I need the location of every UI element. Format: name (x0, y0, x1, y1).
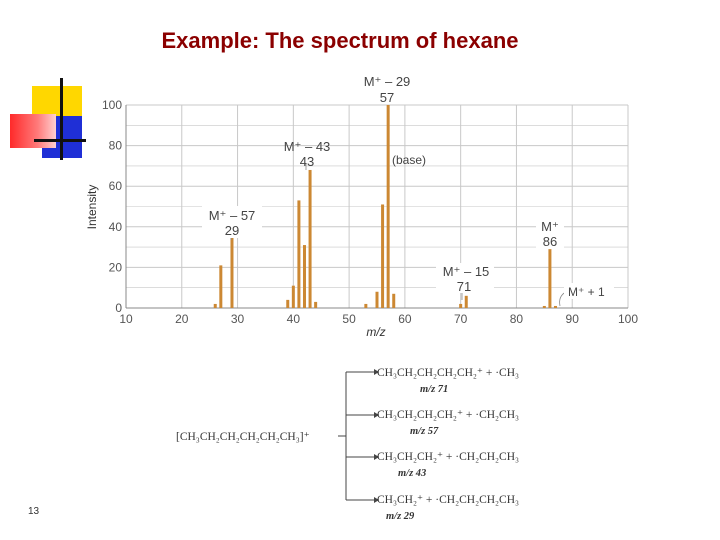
annotation-m57-line1: M⁺ – 57 (209, 208, 256, 223)
x-tick-label: 70 (454, 312, 468, 326)
annotation-m43: M⁺ – 43 43 (284, 139, 331, 169)
peak-bar-mz-86 (548, 249, 552, 308)
parent-ion: [CH₃CH₂CH₂CH₂CH₂CH₃]⁺ (176, 431, 310, 443)
annotation-m29-line1: M⁺ – 29 (364, 74, 411, 89)
arrowhead-3 (374, 454, 379, 460)
arrowhead-4 (374, 497, 379, 503)
x-tick-label: 20 (175, 312, 189, 326)
pathway-2-mz: m/z 57 (410, 426, 439, 437)
annotation-mp1-text: M⁺ + 1 (568, 285, 605, 299)
peak-bar-mz-56 (381, 204, 385, 308)
y-tick-label: 20 (109, 260, 123, 274)
scheme-arrowheads (374, 369, 379, 503)
arrowhead-1 (374, 369, 379, 375)
peak-bar-mz-55 (375, 291, 379, 308)
pathway-3-mz: m/z 43 (398, 468, 426, 479)
annotation-m15-line1: M⁺ – 15 (443, 264, 490, 279)
annotation-mol-line1: M⁺ (541, 219, 559, 234)
peak-bar-mz-44 (314, 301, 318, 308)
peak-bar-mz-58 (392, 293, 396, 308)
y-tick-label: 100 (102, 98, 122, 112)
y-tick-label: 40 (109, 220, 123, 234)
x-tick-label: 80 (510, 312, 524, 326)
pathway-2-products: CH₃CH₂CH₂CH₂⁺ + ·CH₂CH₃ (377, 409, 519, 421)
pathway-1: CH₃CH₂CH₂CH₂CH₂⁺ + ·CH₃ m/z 71 (377, 367, 519, 395)
peak-bar-mz-40 (291, 285, 295, 308)
peak-bar-mz-26 (213, 303, 217, 308)
y-axis-label: Intensity (85, 185, 99, 230)
annotation-m57-line2: 29 (225, 223, 239, 238)
peak-bars (213, 105, 557, 308)
peak-bar-mz-85 (542, 305, 546, 308)
x-tick-label: 90 (566, 312, 580, 326)
peak-bar-mz-70 (459, 303, 463, 308)
horizontal-line (34, 139, 86, 142)
annotation-m15-line2: 71 (457, 279, 471, 294)
x-tick-label: 60 (398, 312, 412, 326)
annotation-m43-line2: 43 (300, 154, 314, 169)
y-tick-label: 60 (109, 179, 123, 193)
pathway-2: CH₃CH₂CH₂CH₂⁺ + ·CH₂CH₃ m/z 57 (377, 409, 519, 437)
tick-labels: 10 20 30 40 50 60 70 80 90 100 0 20 40 60 80 100 (102, 98, 638, 326)
peak-bar-mz-29 (230, 236, 234, 308)
pathway-1-mz: m/z 71 (420, 384, 448, 395)
x-tick-label: 30 (231, 312, 245, 326)
annotation-m29: M⁺ – 29 57 (364, 74, 411, 105)
peak-bar-mz-53 (364, 303, 368, 308)
slide-title: Example: The spectrum of hexane (161, 28, 519, 53)
pathway-4-mz: m/z 29 (386, 511, 415, 522)
page-number: 13 (28, 506, 40, 517)
peak-bar-mz-39 (286, 299, 290, 308)
y-tick-label: 80 (109, 139, 123, 153)
annotation-molecular-ion: M⁺ 86 (536, 218, 564, 249)
annotation-m57: M⁺ – 57 29 (202, 206, 262, 238)
pathway-3-products: CH₃CH₂CH₂⁺ + ·CH₂CH₂CH₃ (377, 451, 519, 463)
pathway-3: CH₃CH₂CH₂⁺ + ·CH₂CH₂CH₃ m/z 43 (377, 451, 519, 479)
peak-bar-mz-27 (219, 265, 223, 308)
x-tick-label: 10 (119, 312, 133, 326)
annotation-m29-line2: 57 (380, 90, 394, 105)
peak-bar-mz-41 (297, 200, 301, 308)
x-tick-label: 100 (618, 312, 638, 326)
annotation-m-plus-1: M⁺ + 1 (564, 283, 614, 299)
annotation-base: (base) (392, 153, 426, 167)
arrowhead-2 (374, 412, 379, 418)
peak-bar-mz-43 (308, 169, 312, 308)
annotation-m43-line1: M⁺ – 43 (284, 139, 331, 154)
x-tick-label: 50 (342, 312, 356, 326)
vertical-line (60, 78, 63, 160)
peak-bar-mz-42 (302, 245, 306, 308)
pathway-1-products: CH₃CH₂CH₂CH₂CH₂⁺ + ·CH₃ (377, 367, 519, 379)
x-axis-label: m/z (366, 325, 385, 339)
red-gradient-square (10, 114, 56, 148)
pathway-4: CH₃CH₂⁺ + ·CH₂CH₂CH₂CH₃ m/z 29 (377, 494, 519, 522)
peak-bar-mz-87 (553, 305, 557, 308)
peak-bar-mz-71 (464, 295, 468, 308)
y-tick-label: 0 (115, 301, 122, 315)
annotation-m15: M⁺ – 15 71 (436, 263, 494, 294)
annotation-mol-line2: 86 (543, 234, 557, 249)
pathway-4-products: CH₃CH₂⁺ + ·CH₂CH₂CH₂CH₃ (377, 494, 519, 506)
scheme-brackets (338, 371, 374, 501)
peak-bar-mz-57 (386, 105, 390, 308)
x-tick-label: 40 (287, 312, 301, 326)
